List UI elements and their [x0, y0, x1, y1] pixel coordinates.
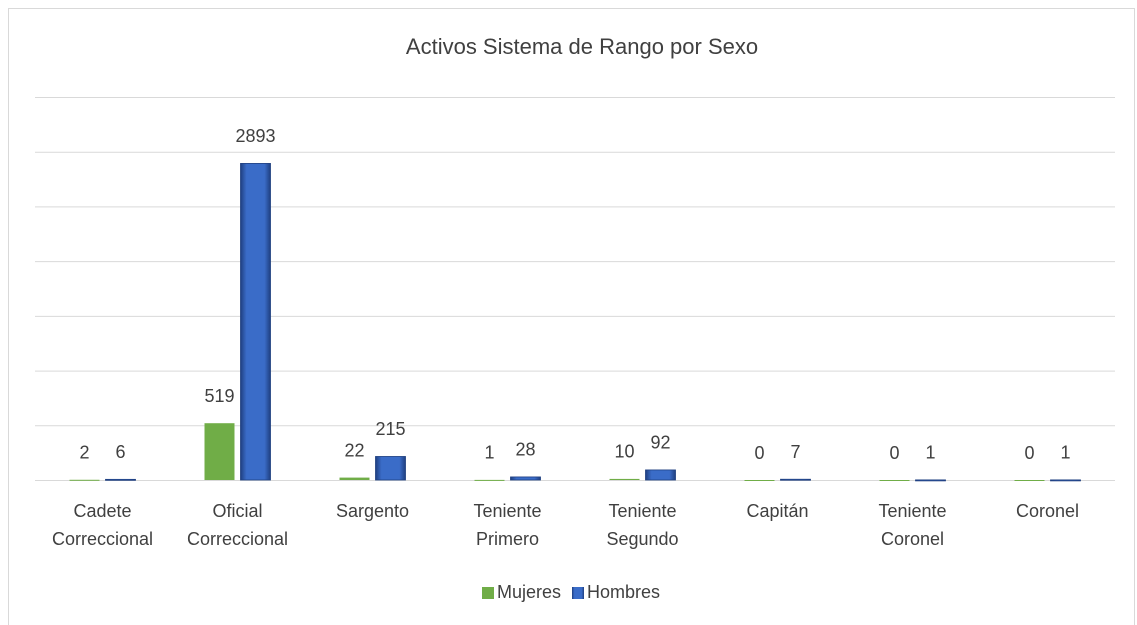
data-label: 7 [790, 442, 800, 462]
x-tick-label: Teniente Coronel [878, 501, 946, 549]
data-label: 215 [375, 419, 405, 439]
x-tick-label: Sargento [336, 501, 409, 521]
legend-label: Hombres [587, 582, 660, 602]
bar [474, 479, 505, 481]
legend-swatch [482, 587, 494, 599]
bar [780, 478, 811, 481]
data-label: 1 [1060, 443, 1070, 463]
x-tick-label: Teniente Primero [473, 501, 541, 549]
data-label: 2893 [235, 126, 275, 146]
data-label: 10 [614, 442, 634, 462]
bar [69, 479, 100, 481]
bar [744, 480, 775, 481]
data-label: 0 [1024, 443, 1034, 463]
bar [609, 478, 640, 480]
data-label: 92 [650, 433, 670, 453]
bar [204, 423, 235, 480]
data-label: 1 [925, 443, 935, 463]
bar [105, 478, 136, 481]
data-label: 0 [754, 443, 764, 463]
data-label: 1 [484, 443, 494, 463]
data-label: 28 [515, 440, 535, 460]
legend-swatch [572, 587, 584, 599]
bar [915, 479, 946, 482]
bar [645, 469, 676, 481]
data-label: 0 [889, 443, 899, 463]
legend-label: Mujeres [497, 582, 561, 602]
chart-title: Activos Sistema de Rango por Sexo [406, 34, 758, 59]
bar [1014, 480, 1045, 481]
x-tick-label: Teniente Segundo [606, 501, 678, 549]
data-label: 2 [79, 443, 89, 463]
data-label: 6 [115, 442, 125, 462]
bar [240, 163, 271, 481]
bar [510, 476, 541, 481]
x-tick-label: Coronel [1016, 501, 1079, 521]
x-tick-label: Oficial Correccional [187, 501, 288, 549]
bar [1050, 479, 1081, 482]
data-label: 519 [204, 386, 234, 406]
bar [375, 456, 406, 481]
bar [879, 480, 910, 481]
bar [339, 477, 370, 480]
data-label: 22 [344, 440, 364, 460]
x-tick-label: Capitán [746, 501, 808, 521]
x-tick-label: Cadete Correccional [52, 501, 153, 549]
